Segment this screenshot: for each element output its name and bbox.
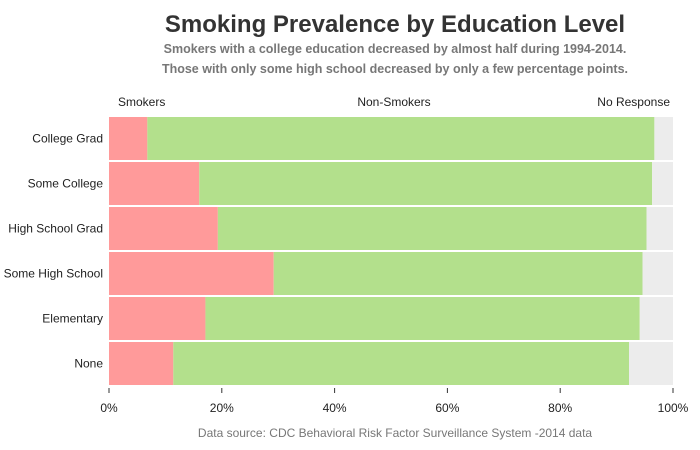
bar-smokers-some-college	[109, 162, 199, 205]
chart-title: Smoking Prevalence by Education Level	[165, 11, 625, 38]
bar-non-smokers-elementary	[205, 297, 639, 340]
column-header-non-smokers: Non-Smokers	[357, 95, 430, 109]
column-header-smokers: Smokers	[118, 95, 165, 109]
bar-no-response-none	[629, 342, 673, 385]
bar-non-smokers-high-school-grad	[218, 207, 647, 250]
bar-non-smokers-none	[173, 342, 629, 385]
category-label: None	[74, 357, 103, 371]
bar-non-smokers-college-grad	[147, 117, 654, 160]
chart-subtitle-line-2: Those with only some high school decreas…	[162, 62, 628, 76]
bar-no-response-high-school-grad	[646, 207, 673, 250]
bar-no-response-elementary	[640, 297, 673, 340]
category-label: Some College	[28, 177, 104, 191]
x-tick-label: 40%	[323, 401, 347, 415]
category-label: College Grad	[32, 132, 103, 146]
bar-smokers-college-grad	[109, 117, 147, 160]
bar-non-smokers-some-college	[199, 162, 652, 205]
bar-smokers-none	[109, 342, 173, 385]
category-label: Elementary	[42, 312, 103, 326]
bar-non-smokers-some-high-school	[274, 252, 643, 295]
category-label: High School Grad	[8, 222, 103, 236]
bar-no-response-college-grad	[654, 117, 673, 160]
x-tick-label: 60%	[435, 401, 459, 415]
bar-no-response-some-college	[652, 162, 673, 205]
bar-smokers-high-school-grad	[109, 207, 218, 250]
bar-group	[109, 117, 673, 385]
bar-smokers-elementary	[109, 297, 205, 340]
x-tick-label: 100%	[658, 401, 689, 415]
chart-canvas: Smoking Prevalence by Education Level Sm…	[0, 0, 700, 450]
data-source-note: Data source: CDC Behavioral Risk Factor …	[198, 426, 592, 440]
bar-no-response-some-high-school	[643, 252, 673, 295]
x-axis: 0% 20% 40% 60% 80% 100%	[100, 388, 688, 415]
bar-smokers-some-high-school	[109, 252, 274, 295]
x-tick-label: 20%	[210, 401, 234, 415]
category-label: Some High School	[4, 267, 103, 281]
category-labels: College Grad Some College High School Grad…	[4, 132, 104, 371]
column-header-no-response: No Response	[597, 95, 670, 109]
chart-subtitle-line-1: Smokers with a college education decreas…	[164, 42, 627, 56]
x-tick-label: 0%	[100, 401, 118, 415]
x-tick-label: 80%	[548, 401, 572, 415]
